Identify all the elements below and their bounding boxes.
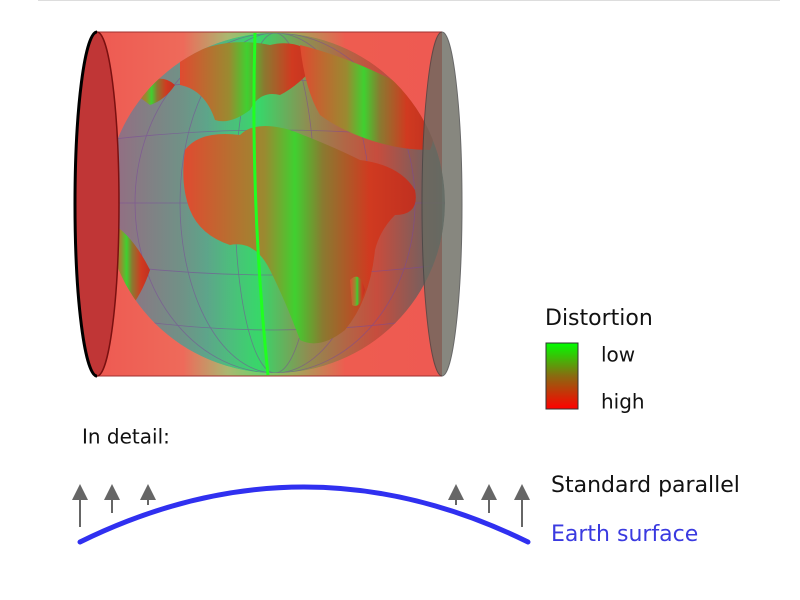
legend-high: high xyxy=(601,390,645,414)
meridian xyxy=(252,32,270,376)
legend-low: low xyxy=(601,343,635,367)
legend-gradient xyxy=(545,342,579,410)
cylinder-cap-right xyxy=(421,31,463,377)
earth-surface-curve xyxy=(77,484,531,545)
legend-title: Distortion xyxy=(545,306,653,331)
standard-parallel-label: Standard parallel xyxy=(551,473,740,498)
globe xyxy=(105,33,445,373)
detail-title: In detail: xyxy=(82,425,170,449)
arrows xyxy=(72,484,530,527)
cylinder-cap-rim xyxy=(73,30,98,378)
earth-surface-label: Earth surface xyxy=(551,522,698,547)
